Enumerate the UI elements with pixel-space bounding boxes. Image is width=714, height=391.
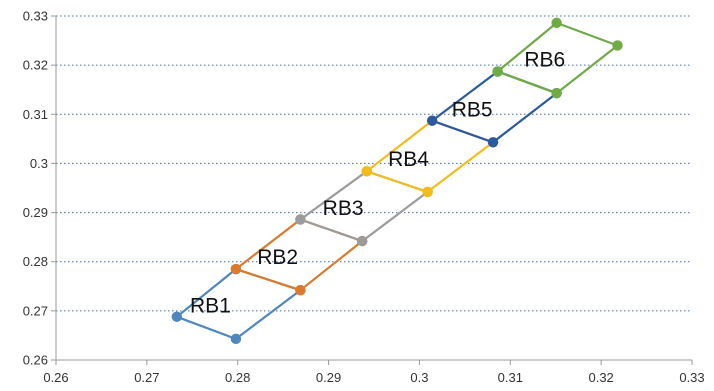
series-label-rb1: RB1	[190, 294, 231, 317]
y-tick-label: 0.31	[23, 107, 48, 122]
y-tick-label: 0.29	[23, 205, 48, 220]
data-point-rb6-1	[492, 66, 503, 77]
series-line-rb4	[366, 119, 495, 193]
data-point-rb5-1	[426, 115, 438, 126]
series-label-rb2: RB2	[257, 246, 298, 269]
series-line-rb2	[235, 218, 364, 292]
x-tick-label: 0.32	[588, 370, 613, 385]
data-point-rb3-1	[295, 214, 306, 225]
x-tick-label: 0.3	[410, 370, 428, 385]
y-tick-label: 0.26	[23, 353, 48, 368]
x-tick-label: 0.26	[43, 370, 68, 385]
data-point-rb5-4	[487, 137, 499, 148]
y-tick-label: 0.28	[23, 254, 48, 269]
series-line-rb3	[299, 170, 429, 243]
y-tick-label: 0.27	[23, 303, 48, 318]
data-point-rb4-1	[361, 166, 372, 177]
annotation-layer: RB1 RB2 RB3 RB4 RB5 RB6	[190, 49, 565, 318]
data-point-rb2-4	[295, 285, 306, 296]
data-point-rb1-1	[171, 311, 183, 322]
y-tick-label: 0.3	[30, 156, 48, 171]
x-tick-label: 0.29	[316, 370, 341, 385]
grid-layer	[56, 15, 692, 312]
data-point-rb2-1	[230, 263, 242, 275]
y-tick-label: 0.32	[23, 58, 48, 73]
data-point-rb4-4	[422, 186, 433, 198]
x-tick-label: 0.31	[498, 370, 523, 385]
axis-layer: 0.26 0.27 0.28 0.29 0.3 0.31 0.32 0.33 0.26 0.27 0…	[23, 9, 705, 386]
y-tick-label: 0.33	[23, 9, 48, 24]
data-point-rb1-4	[230, 333, 242, 345]
series-label-rb3: RB3	[323, 197, 364, 220]
data-point-rb6-2	[551, 17, 562, 29]
series-label-rb4: RB4	[388, 148, 429, 171]
data-point-rb6-3	[612, 40, 623, 51]
series-layer	[171, 17, 623, 345]
x-tick-label: 0.27	[134, 370, 159, 385]
x-tick-label: 0.33	[679, 370, 704, 385]
data-point-rb6-4	[551, 87, 562, 99]
series-label-rb5: RB5	[452, 98, 493, 121]
series-label-rb6: RB6	[524, 49, 565, 72]
x-tick-label: 0.28	[225, 370, 250, 385]
data-point-rb3-4	[356, 235, 368, 247]
